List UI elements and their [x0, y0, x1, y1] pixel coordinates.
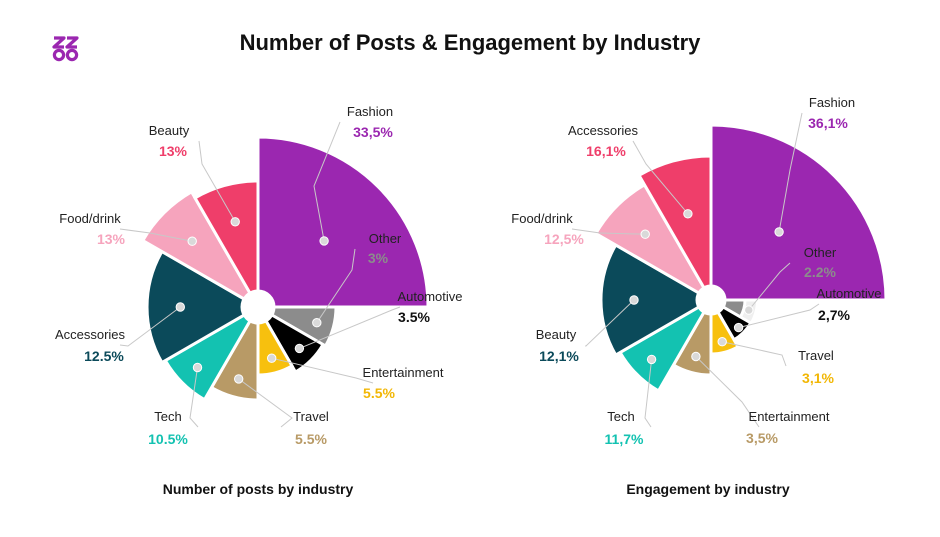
leader-line-accessories [632, 140, 689, 215]
slice-fashion [256, 135, 430, 309]
leader-line-tech [189, 367, 199, 428]
slice-label-tech: Tech [154, 409, 181, 424]
leader-line-food-drink [119, 228, 193, 242]
slice-label-fashion: Fashion [809, 95, 855, 110]
slice-automotive [253, 302, 326, 375]
leader-line-food-drink [571, 228, 646, 235]
slice-value-automotive: 3.5% [398, 309, 430, 325]
leader-line-travel [722, 341, 787, 367]
slice-label-accessories: Accessories [55, 327, 126, 342]
slice-dot-fashion [774, 227, 784, 237]
slice-value-food-drink: 12,5% [544, 231, 584, 247]
slice-value-tech: 11,7% [605, 431, 644, 447]
slice-label-food-drink: Food/drink [511, 211, 573, 226]
slice-label-tech: Tech [607, 409, 634, 424]
slice-dot-travel [234, 374, 244, 384]
slice-label-accessories: Accessories [568, 123, 639, 138]
slice-value-other: 3% [368, 250, 389, 266]
slice-label-beauty: Beauty [536, 327, 577, 342]
slice-beauty [192, 179, 260, 313]
slice-dot-beauty [629, 295, 639, 305]
slice-accessories [145, 249, 261, 365]
leader-line-fashion [313, 121, 341, 241]
slice-dot-beauty [230, 217, 240, 227]
slice-label-other: Other [369, 231, 402, 246]
chart-subtitle: Engagement by industry [626, 481, 790, 497]
slice-label-entertainment: Entertainment [363, 365, 444, 380]
slice-value-fashion: 33,5% [353, 124, 393, 140]
zoo-logo-icon [52, 36, 79, 62]
chart-center-hole [240, 289, 276, 325]
slice-dot-food-drink [640, 229, 650, 239]
slice-dot-entertainment [267, 353, 277, 363]
leader-line-accessories [119, 306, 181, 347]
chart-center-hole [695, 284, 727, 316]
slice-accessories [636, 154, 713, 306]
slice-label-fashion: Fashion [347, 104, 393, 119]
slice-value-beauty: 12,1% [539, 348, 579, 364]
chart-subtitle: Number of posts by industry [163, 481, 354, 497]
slice-label-automotive: Automotive [816, 286, 881, 301]
slice-label-travel: Travel [293, 409, 329, 424]
leader-line-entertainment [695, 356, 760, 428]
slice-value-beauty: 13% [159, 143, 188, 159]
slice-value-entertainment: 5.5% [363, 385, 395, 401]
slice-value-automotive: 2,7% [818, 307, 850, 323]
leader-line-beauty [585, 299, 635, 348]
polar-chart-1: Fashion 33,5% Other 3% Automotive 3.5% Enterta… [55, 104, 463, 497]
slice-label-beauty: Beauty [149, 123, 190, 138]
leader-line-beauty [198, 140, 236, 223]
slice-value-fashion: 36,1% [808, 115, 848, 131]
slice-label-other: Other [804, 245, 837, 260]
slice-value-accessories: 16,1% [586, 143, 626, 159]
slice-value-tech: 10.5% [148, 431, 188, 447]
slice-dot-tech [646, 354, 657, 365]
slice-dot-automotive [733, 322, 744, 333]
leader-line-entertainment [271, 357, 374, 384]
leader-line-automotive [738, 303, 820, 329]
slice-dot-travel [717, 337, 727, 347]
leader-line-travel [238, 378, 293, 428]
slice-dot-tech [192, 362, 203, 373]
slice-fashion [709, 123, 888, 302]
slice-value-other: 2.2% [804, 264, 836, 280]
slice-beauty [599, 242, 715, 358]
slice-value-travel: 5.5% [295, 431, 327, 447]
slice-food-drink [140, 189, 263, 312]
slice-label-travel: Travel [798, 348, 834, 363]
slice-label-automotive: Automotive [397, 289, 462, 304]
leader-line-fashion [778, 112, 803, 232]
slice-dot-other [312, 318, 322, 328]
slice-label-food-drink: Food/drink [59, 211, 121, 226]
slice-dot-accessories [175, 302, 186, 312]
slice-dot-other [744, 305, 754, 315]
slice-value-accessories: 12.5% [84, 348, 124, 364]
slice-dot-food-drink [187, 236, 197, 246]
slice-dot-automotive [294, 343, 305, 354]
slice-label-entertainment: Entertainment [749, 409, 830, 424]
slice-value-food-drink: 13% [97, 231, 126, 247]
slice-value-entertainment: 3,5% [746, 430, 778, 446]
leader-line-other [316, 248, 356, 323]
slice-dot-fashion [319, 236, 329, 246]
leader-line-automotive [299, 306, 401, 349]
leader-line-other [748, 262, 791, 311]
page-title: Number of Posts & Engagement by Industry [239, 30, 701, 55]
slice-dot-accessories [683, 209, 693, 219]
polar-chart-2: Fashion 36,1% Other 2.2% Automotive 2,7% Trave… [511, 95, 888, 497]
slice-value-travel: 3,1% [802, 370, 834, 386]
leader-line-tech [644, 359, 653, 428]
slice-dot-entertainment [691, 351, 701, 362]
